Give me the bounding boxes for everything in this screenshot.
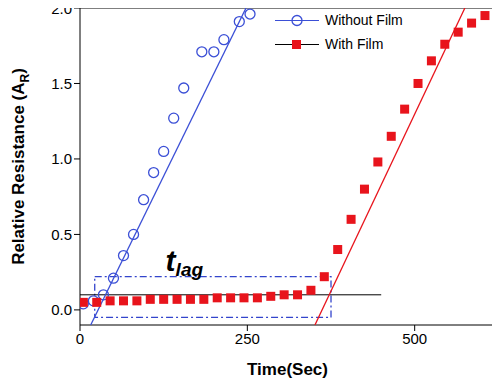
svg-text:2.0: 2.0 bbox=[51, 8, 72, 17]
svg-text:0.0: 0.0 bbox=[51, 301, 72, 318]
svg-text:1.0: 1.0 bbox=[51, 150, 72, 167]
svg-text:Time(Sec): Time(Sec) bbox=[247, 360, 328, 379]
html-text:With Film: With Film bbox=[325, 36, 384, 52]
svg-text:1.5: 1.5 bbox=[51, 75, 72, 92]
svg-text:250: 250 bbox=[235, 330, 260, 347]
svg-text:tlag: tlag bbox=[166, 244, 204, 280]
html-text:Without Film: Without Film bbox=[325, 12, 403, 28]
svg-text:500: 500 bbox=[402, 330, 427, 347]
svg-text:Relative Resistance (AR): Relative Resistance (AR) bbox=[9, 68, 32, 265]
svg-text:0.5: 0.5 bbox=[51, 226, 72, 243]
svg-text:0: 0 bbox=[76, 330, 84, 347]
